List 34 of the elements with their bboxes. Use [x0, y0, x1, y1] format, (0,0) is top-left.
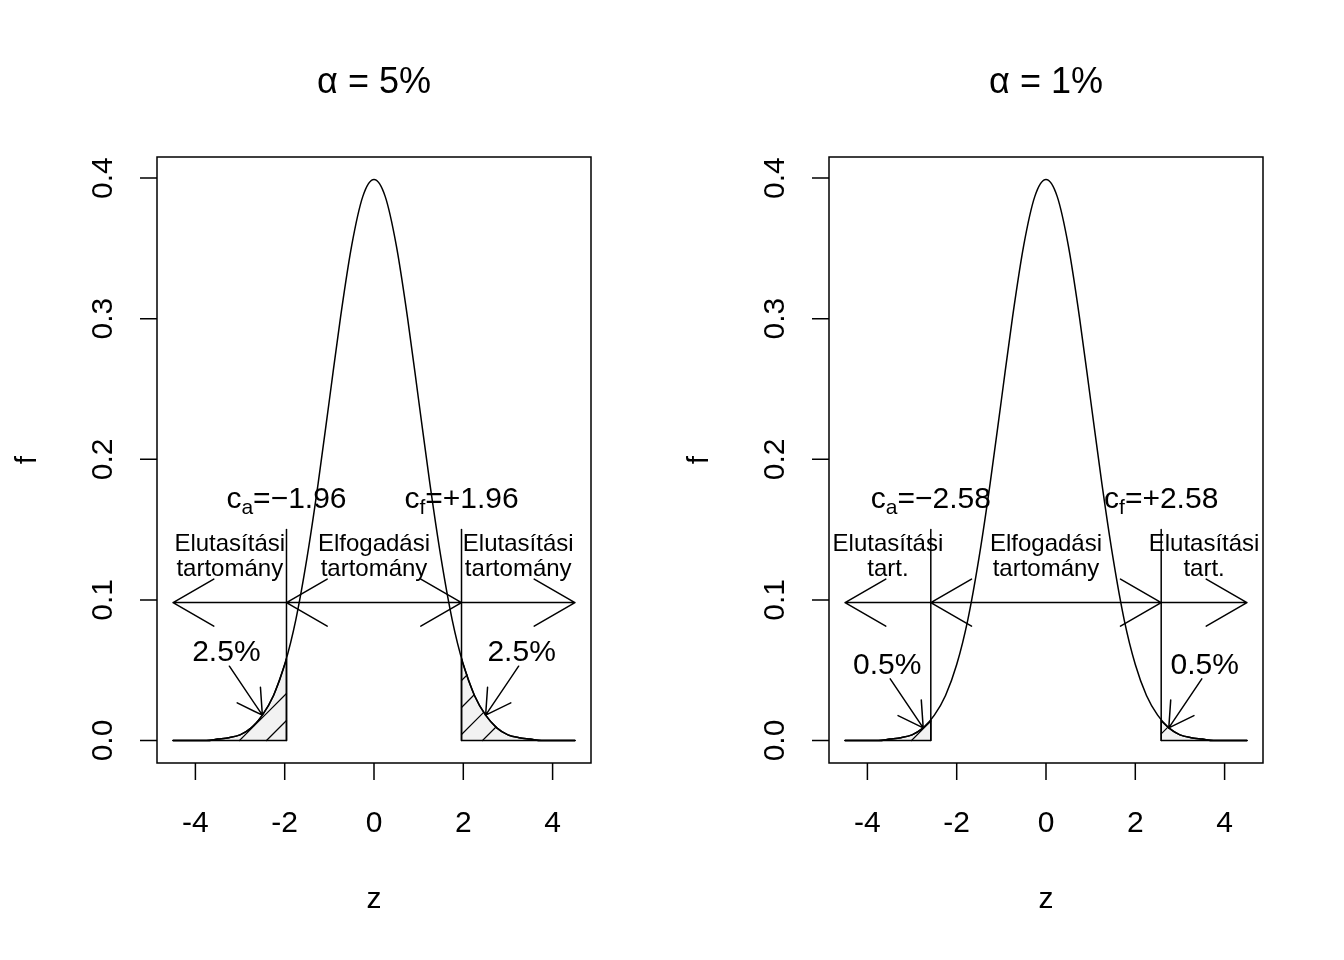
x-tick-label: 4	[544, 805, 561, 839]
y-tick-label: 0.1	[757, 579, 791, 621]
x-tick-label: -4	[854, 805, 881, 839]
x-axis-title: z	[366, 881, 382, 915]
x-axis-title: z	[1038, 881, 1054, 915]
y-tick-label: 0.1	[85, 579, 119, 621]
annotation: Elfogadási tartomány	[317, 528, 431, 581]
x-tick-label: -2	[271, 805, 299, 839]
y-axis-title: f	[681, 455, 715, 465]
annotation: 2.5%	[487, 634, 556, 668]
y-tick-label: 0.3	[757, 297, 791, 340]
y-tick-label: 0.4	[85, 157, 119, 199]
chart-title: α = 5%	[317, 59, 431, 101]
x-tick-label: -2	[943, 805, 971, 839]
y-tick-label: 0.0	[85, 719, 119, 762]
y-tick-label: 0.3	[85, 297, 119, 340]
y-tick-label: 0.0	[757, 719, 791, 762]
x-tick-label: 0	[365, 805, 383, 839]
y-tick-label: 0.4	[757, 157, 791, 199]
annotation: 0.5%	[853, 647, 922, 681]
x-tick-label: 0	[1037, 805, 1055, 839]
x-tick-label: -4	[182, 805, 209, 839]
annotation: Elfogadási tartomány	[989, 528, 1103, 581]
x-tick-label: 2	[454, 805, 472, 839]
annotation: Elutasítási tartomány	[462, 528, 574, 581]
chart-title: α = 1%	[989, 59, 1103, 101]
annotation: 2.5%	[192, 634, 261, 668]
y-tick-label: 0.2	[757, 438, 791, 481]
y-tick-label: 0.2	[85, 438, 119, 481]
annotation: 0.5%	[1170, 647, 1239, 681]
x-tick-label: 2	[1126, 805, 1144, 839]
x-tick-label: 4	[1216, 805, 1233, 839]
y-axis-title: f	[9, 455, 43, 465]
annotation: Elutasítási tartomány	[174, 528, 286, 581]
